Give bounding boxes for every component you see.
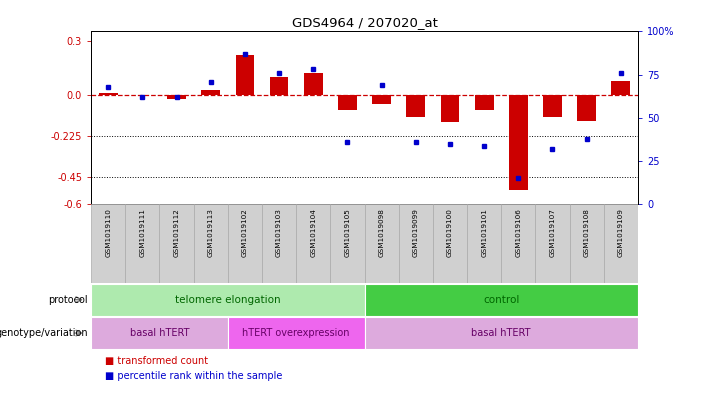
Text: ■ transformed count: ■ transformed count	[105, 356, 208, 366]
Bar	[270, 77, 289, 95]
Bar	[604, 204, 638, 283]
Bar	[365, 317, 638, 349]
Bar	[543, 95, 562, 117]
Bar	[372, 95, 391, 104]
Bar	[536, 204, 570, 283]
Text: GSM1019112: GSM1019112	[174, 208, 179, 257]
Text: GSM1019104: GSM1019104	[311, 208, 316, 257]
Text: GSM1019106: GSM1019106	[515, 208, 522, 257]
Text: GSM1019109: GSM1019109	[618, 208, 624, 257]
Text: GSM1019103: GSM1019103	[276, 208, 282, 257]
Bar	[467, 204, 501, 283]
Text: GSM1019105: GSM1019105	[344, 208, 350, 257]
Text: GDS4964 / 207020_at: GDS4964 / 207020_at	[292, 17, 437, 29]
Bar	[91, 204, 125, 283]
Text: protocol: protocol	[48, 295, 88, 305]
Bar	[501, 204, 536, 283]
Text: GSM1019110: GSM1019110	[105, 208, 111, 257]
Text: GSM1019099: GSM1019099	[413, 208, 418, 257]
Bar	[399, 204, 433, 283]
Bar	[125, 204, 160, 283]
Text: GSM1019113: GSM1019113	[207, 208, 214, 257]
Text: GSM1019100: GSM1019100	[447, 208, 453, 257]
Text: GSM1019098: GSM1019098	[379, 208, 385, 257]
Bar	[160, 204, 193, 283]
Text: genotype/variation: genotype/variation	[0, 328, 88, 338]
Text: basal hTERT: basal hTERT	[472, 328, 531, 338]
Bar	[91, 317, 228, 349]
Bar	[228, 204, 262, 283]
Text: control: control	[483, 295, 519, 305]
Text: GSM1019111: GSM1019111	[139, 208, 145, 257]
Bar	[475, 95, 494, 110]
Bar	[440, 95, 459, 123]
Bar	[611, 81, 630, 95]
Bar	[407, 95, 426, 117]
Bar	[365, 204, 399, 283]
Bar	[193, 204, 228, 283]
Text: ■ percentile rank within the sample: ■ percentile rank within the sample	[105, 371, 283, 382]
Bar	[262, 204, 296, 283]
Bar	[509, 95, 528, 190]
Bar	[577, 95, 596, 121]
Text: hTERT overexpression: hTERT overexpression	[243, 328, 350, 338]
Text: GSM1019101: GSM1019101	[481, 208, 487, 257]
Bar	[569, 204, 604, 283]
Bar	[433, 204, 467, 283]
Bar	[297, 204, 330, 283]
Bar	[228, 317, 365, 349]
Bar	[365, 284, 638, 316]
Bar	[201, 90, 220, 95]
Text: GSM1019108: GSM1019108	[584, 208, 590, 257]
Bar	[304, 73, 322, 95]
Bar	[338, 95, 357, 110]
Text: telomere elongation: telomere elongation	[175, 295, 280, 305]
Bar	[236, 55, 254, 95]
Bar	[99, 93, 118, 95]
Bar	[330, 204, 365, 283]
Text: GSM1019107: GSM1019107	[550, 208, 555, 257]
Text: GSM1019102: GSM1019102	[242, 208, 248, 257]
Bar	[167, 95, 186, 99]
Text: basal hTERT: basal hTERT	[130, 328, 189, 338]
Bar	[91, 284, 365, 316]
